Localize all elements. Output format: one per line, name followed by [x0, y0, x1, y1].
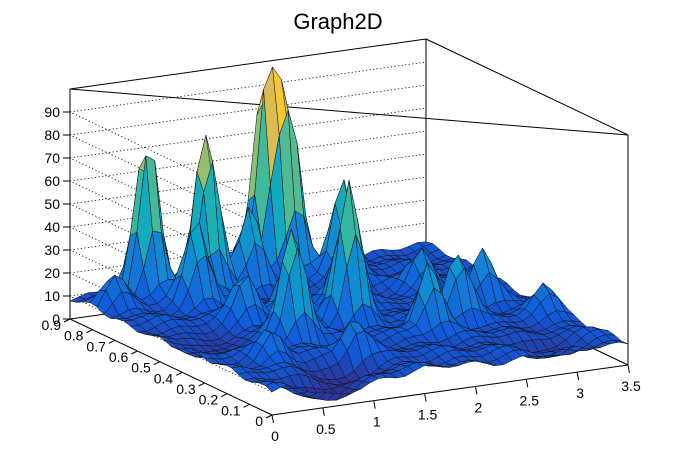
z-tick-label: 90 — [44, 104, 60, 120]
z-tick-label: 50 — [44, 196, 60, 212]
z-tick-label: 40 — [44, 219, 60, 235]
x-tick-label: 3 — [576, 385, 584, 401]
y-tick — [175, 371, 183, 376]
y-tick-label: 0.1 — [221, 402, 241, 418]
top-diagonal — [69, 88, 629, 136]
y-tick-label: 0.7 — [86, 338, 106, 354]
y-tick — [153, 361, 161, 366]
y-tick-label: 0.6 — [109, 349, 129, 365]
floor-left-edge — [69, 318, 273, 416]
y-tick-label: 0.9 — [42, 317, 62, 333]
x-tick — [627, 364, 630, 374]
axis-layer: 0 0.5 1 1.5 2 2.5 3 3.500.10.20.30.40.50.60.70.… — [42, 104, 641, 444]
x-tick-label: 1.5 — [418, 407, 438, 423]
grid-line-left — [69, 157, 273, 255]
grid-line-back — [69, 222, 427, 274]
x-tick — [576, 372, 580, 381]
y-tick — [198, 382, 205, 387]
y-tick-label: 0.3 — [176, 381, 196, 397]
grid-line-back — [69, 176, 427, 228]
grid-line-left — [69, 111, 273, 209]
x-tick-label: 0.5 — [316, 421, 336, 437]
y-tick — [220, 393, 228, 398]
top-right-edge — [425, 38, 629, 136]
z-tick-label: 70 — [44, 150, 60, 166]
x-tick-label: 1 — [373, 414, 381, 430]
grid-line-back — [69, 153, 427, 205]
grid-line-back — [69, 199, 427, 251]
x-tick — [271, 414, 274, 424]
x-tick-label: 2.5 — [520, 392, 540, 408]
x-tick — [474, 386, 478, 395]
x-tick — [322, 407, 325, 416]
surface-layer — [69, 66, 629, 401]
y-tick-label: 0.4 — [154, 370, 174, 386]
grid-line-back — [69, 107, 427, 159]
top-back-edge — [69, 38, 427, 90]
y-tick — [243, 403, 250, 408]
z-tick-label: 0 — [52, 311, 60, 327]
z-tick-label: 30 — [44, 242, 60, 258]
x-tick-label: 2 — [475, 399, 483, 415]
z-tick-label: 20 — [44, 265, 60, 281]
y-tick — [108, 339, 116, 344]
grid-line-back — [69, 84, 427, 136]
y-tick-label: 0.2 — [199, 392, 219, 408]
grid-line-left — [69, 203, 273, 301]
y-tick — [131, 350, 138, 355]
y-tick — [86, 329, 93, 334]
grid-line-back — [69, 130, 427, 182]
surface-cell — [612, 339, 629, 345]
z-tick-label: 10 — [44, 288, 60, 304]
floor-front-edge — [271, 364, 629, 416]
grid-line-left — [69, 134, 273, 232]
frame-front — [69, 318, 629, 416]
y-tick-label: 0 — [255, 413, 263, 429]
chart-title: Graph2D — [293, 9, 382, 34]
x-tick — [525, 379, 529, 388]
x-tick — [373, 400, 376, 409]
y-tick-label: 0.8 — [64, 328, 84, 344]
x-tick-label: 0 — [271, 428, 279, 444]
x-tick-label: 3.5 — [621, 378, 641, 394]
y-tick-label: 0.5 — [131, 360, 151, 376]
grid-line-left — [69, 180, 273, 278]
z-tick-label: 60 — [44, 173, 60, 189]
z-tick-label: 80 — [44, 127, 60, 143]
x-tick — [424, 393, 427, 402]
y-tick — [265, 414, 273, 419]
grid-line-back — [69, 61, 427, 113]
